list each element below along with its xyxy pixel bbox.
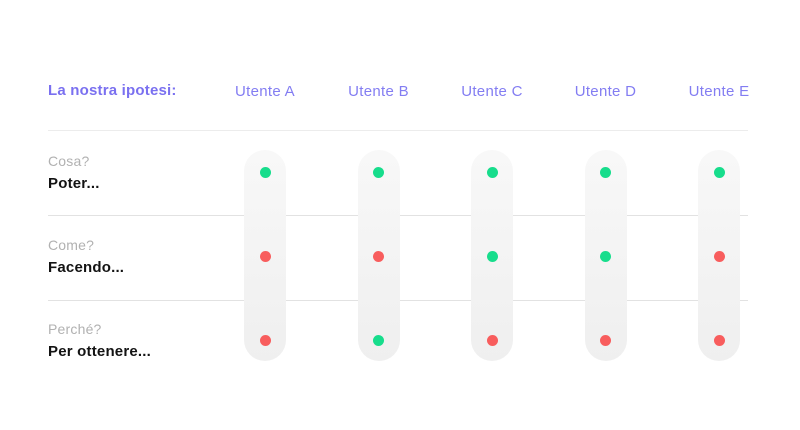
status-dot-red [713,250,725,262]
column-header-utente-c: Utente C [461,83,523,100]
hypothesis-title: La nostra ipotesi: [48,82,177,99]
status-dot-green [486,166,498,178]
status-dot-green [600,166,611,178]
status-dot-green [373,334,384,346]
row-answer: Facendo... [48,259,125,276]
row-question: Come? [48,237,95,253]
status-dot-green [713,166,725,178]
status-dot-red [259,250,271,262]
row-label-1: Cosa? Poter... [48,153,100,193]
status-dot-red [600,334,611,346]
status-dot-green [259,166,271,178]
status-dot-red [713,334,725,346]
column-header-utente-b: Utente B [348,83,409,100]
column-header-utente-d: Utente D [574,83,637,100]
row-label-3: Perché? Per ottenere... [48,321,151,361]
row-label-2: Come? Facendo... [48,237,124,277]
status-dot-red [486,334,498,346]
status-dot-green [486,250,498,262]
row-question: Cosa? [48,153,90,169]
status-dot-green [600,250,611,262]
row-question: Perché? [48,321,102,337]
status-dot-green [373,166,384,178]
column-header-utente-a: Utente A [235,83,295,100]
row-answer: Poter... [48,175,100,192]
row-answer: Per ottenere... [48,343,152,360]
status-dot-red [259,334,271,346]
column-header-utente-e: Utente E [688,83,750,100]
header-divider [48,130,748,131]
status-dot-red [373,250,384,262]
